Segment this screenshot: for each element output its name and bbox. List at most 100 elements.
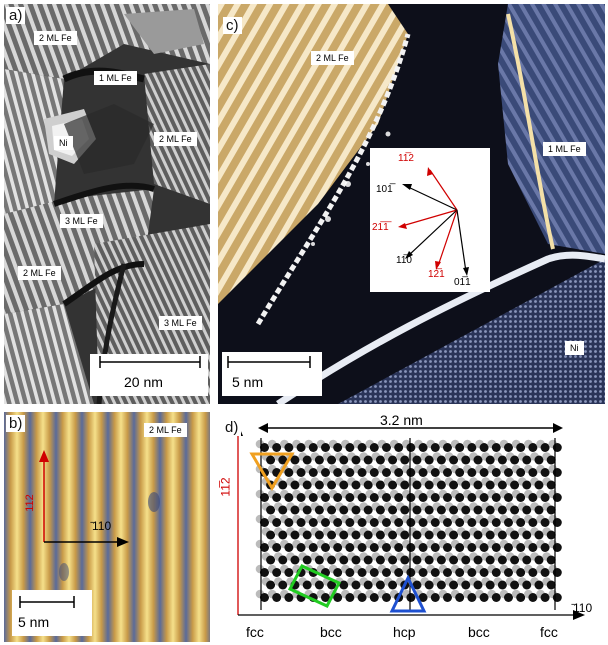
atom-black [510, 580, 520, 590]
tag-2ml-fe: 2 ML Fe [18, 266, 61, 280]
atom-black [491, 518, 501, 527]
atom-black [443, 443, 452, 452]
atom-black [510, 480, 520, 490]
atom-black [473, 555, 483, 565]
atom-black [412, 580, 422, 590]
tag-1ml-fe: 1 ML Fe [543, 142, 586, 156]
atom-black [546, 530, 556, 540]
atom-black [430, 493, 440, 502]
atom-black [327, 530, 337, 540]
atom-black [528, 468, 538, 477]
atom-black [516, 443, 526, 452]
atom-black [546, 505, 556, 515]
atom-black [351, 555, 361, 565]
atom-black [327, 505, 337, 515]
atom-black [461, 480, 471, 490]
atom-black [491, 568, 501, 577]
atom-black [260, 593, 269, 602]
atom-black [345, 568, 355, 577]
atom-black [504, 493, 513, 502]
atom-black [278, 530, 288, 540]
atom-black [522, 530, 532, 540]
hcp-triangle-marker [389, 574, 427, 613]
atom-black [369, 518, 379, 527]
atom-black [540, 568, 550, 577]
atom-black [278, 505, 288, 515]
direction-011-label: 01̅1 [454, 277, 471, 288]
x-axis-label: ̄110 [573, 601, 593, 615]
atom-black [418, 543, 428, 552]
atom-black [436, 555, 446, 565]
atom-black [400, 530, 410, 540]
panel-c: c) 2 ML Fe 1 ML Fe Ni 11̅2 101̅ 21̅1̅ 11… [218, 4, 605, 404]
atom-black [546, 480, 556, 490]
atom-black [363, 505, 373, 515]
atom-black [272, 443, 282, 452]
atom-black [357, 493, 367, 502]
panel-c-label: c) [223, 17, 242, 34]
atom-black [260, 443, 269, 452]
atom-black [528, 518, 538, 527]
atom-black [296, 493, 306, 502]
atom-black [534, 555, 544, 565]
atom-black [461, 455, 471, 465]
region-label-bcc: bcc [320, 624, 342, 640]
atom-black [467, 543, 477, 552]
atom-black [473, 530, 483, 540]
atom-black [406, 543, 416, 552]
atom-black [369, 493, 379, 502]
atom-black [321, 518, 330, 527]
atom-black [467, 518, 477, 527]
atom-black [455, 568, 465, 577]
atom-black [266, 555, 276, 565]
atom-black [406, 568, 416, 577]
atom-black [339, 530, 349, 540]
atom-black [418, 518, 428, 527]
atom-black [455, 493, 465, 502]
atom-black [406, 468, 416, 477]
atom-black [375, 580, 385, 590]
atom-black [278, 455, 288, 465]
atom-black [491, 593, 501, 602]
atom-black [497, 455, 507, 465]
atom-black [406, 518, 416, 527]
atom-black [436, 530, 446, 540]
atom-black [302, 555, 312, 565]
atom-black [400, 455, 410, 465]
atom-black [333, 593, 343, 602]
tag-2ml-fe: 2 ML Fe [144, 423, 187, 437]
atom-black [260, 493, 269, 502]
atom-black [528, 543, 538, 552]
atom-black [412, 480, 422, 490]
tag-2ml-fe: 2 ML Fe [34, 31, 77, 45]
atom-black [290, 480, 300, 490]
scale-bar-label: 5 nm [232, 374, 264, 390]
atom-black [400, 555, 410, 565]
atom-black [388, 480, 398, 490]
atom-black [321, 443, 330, 452]
atom-black [546, 580, 556, 590]
atom-black [479, 443, 489, 452]
atom-black [479, 468, 489, 477]
atom-black [388, 530, 398, 540]
atom-black [302, 480, 312, 490]
atom-black [272, 568, 282, 577]
atom-black [406, 593, 416, 602]
atom-black [272, 518, 282, 527]
atom-black [266, 455, 276, 465]
atom-black [369, 593, 379, 602]
direction-121-label: 12̅1 [428, 269, 445, 280]
atom-black [430, 468, 440, 477]
atom-black [504, 543, 513, 552]
direction-112-label: 112 [23, 494, 36, 512]
atom-black [430, 443, 440, 452]
atom-black [388, 505, 398, 515]
atom-black [449, 530, 459, 540]
atom-black [314, 530, 324, 540]
atom-black [327, 455, 337, 465]
atom-black [357, 568, 367, 577]
atom-black [308, 443, 318, 452]
atom-black [284, 543, 294, 552]
atom-black [400, 505, 410, 515]
atom-black [345, 518, 355, 527]
